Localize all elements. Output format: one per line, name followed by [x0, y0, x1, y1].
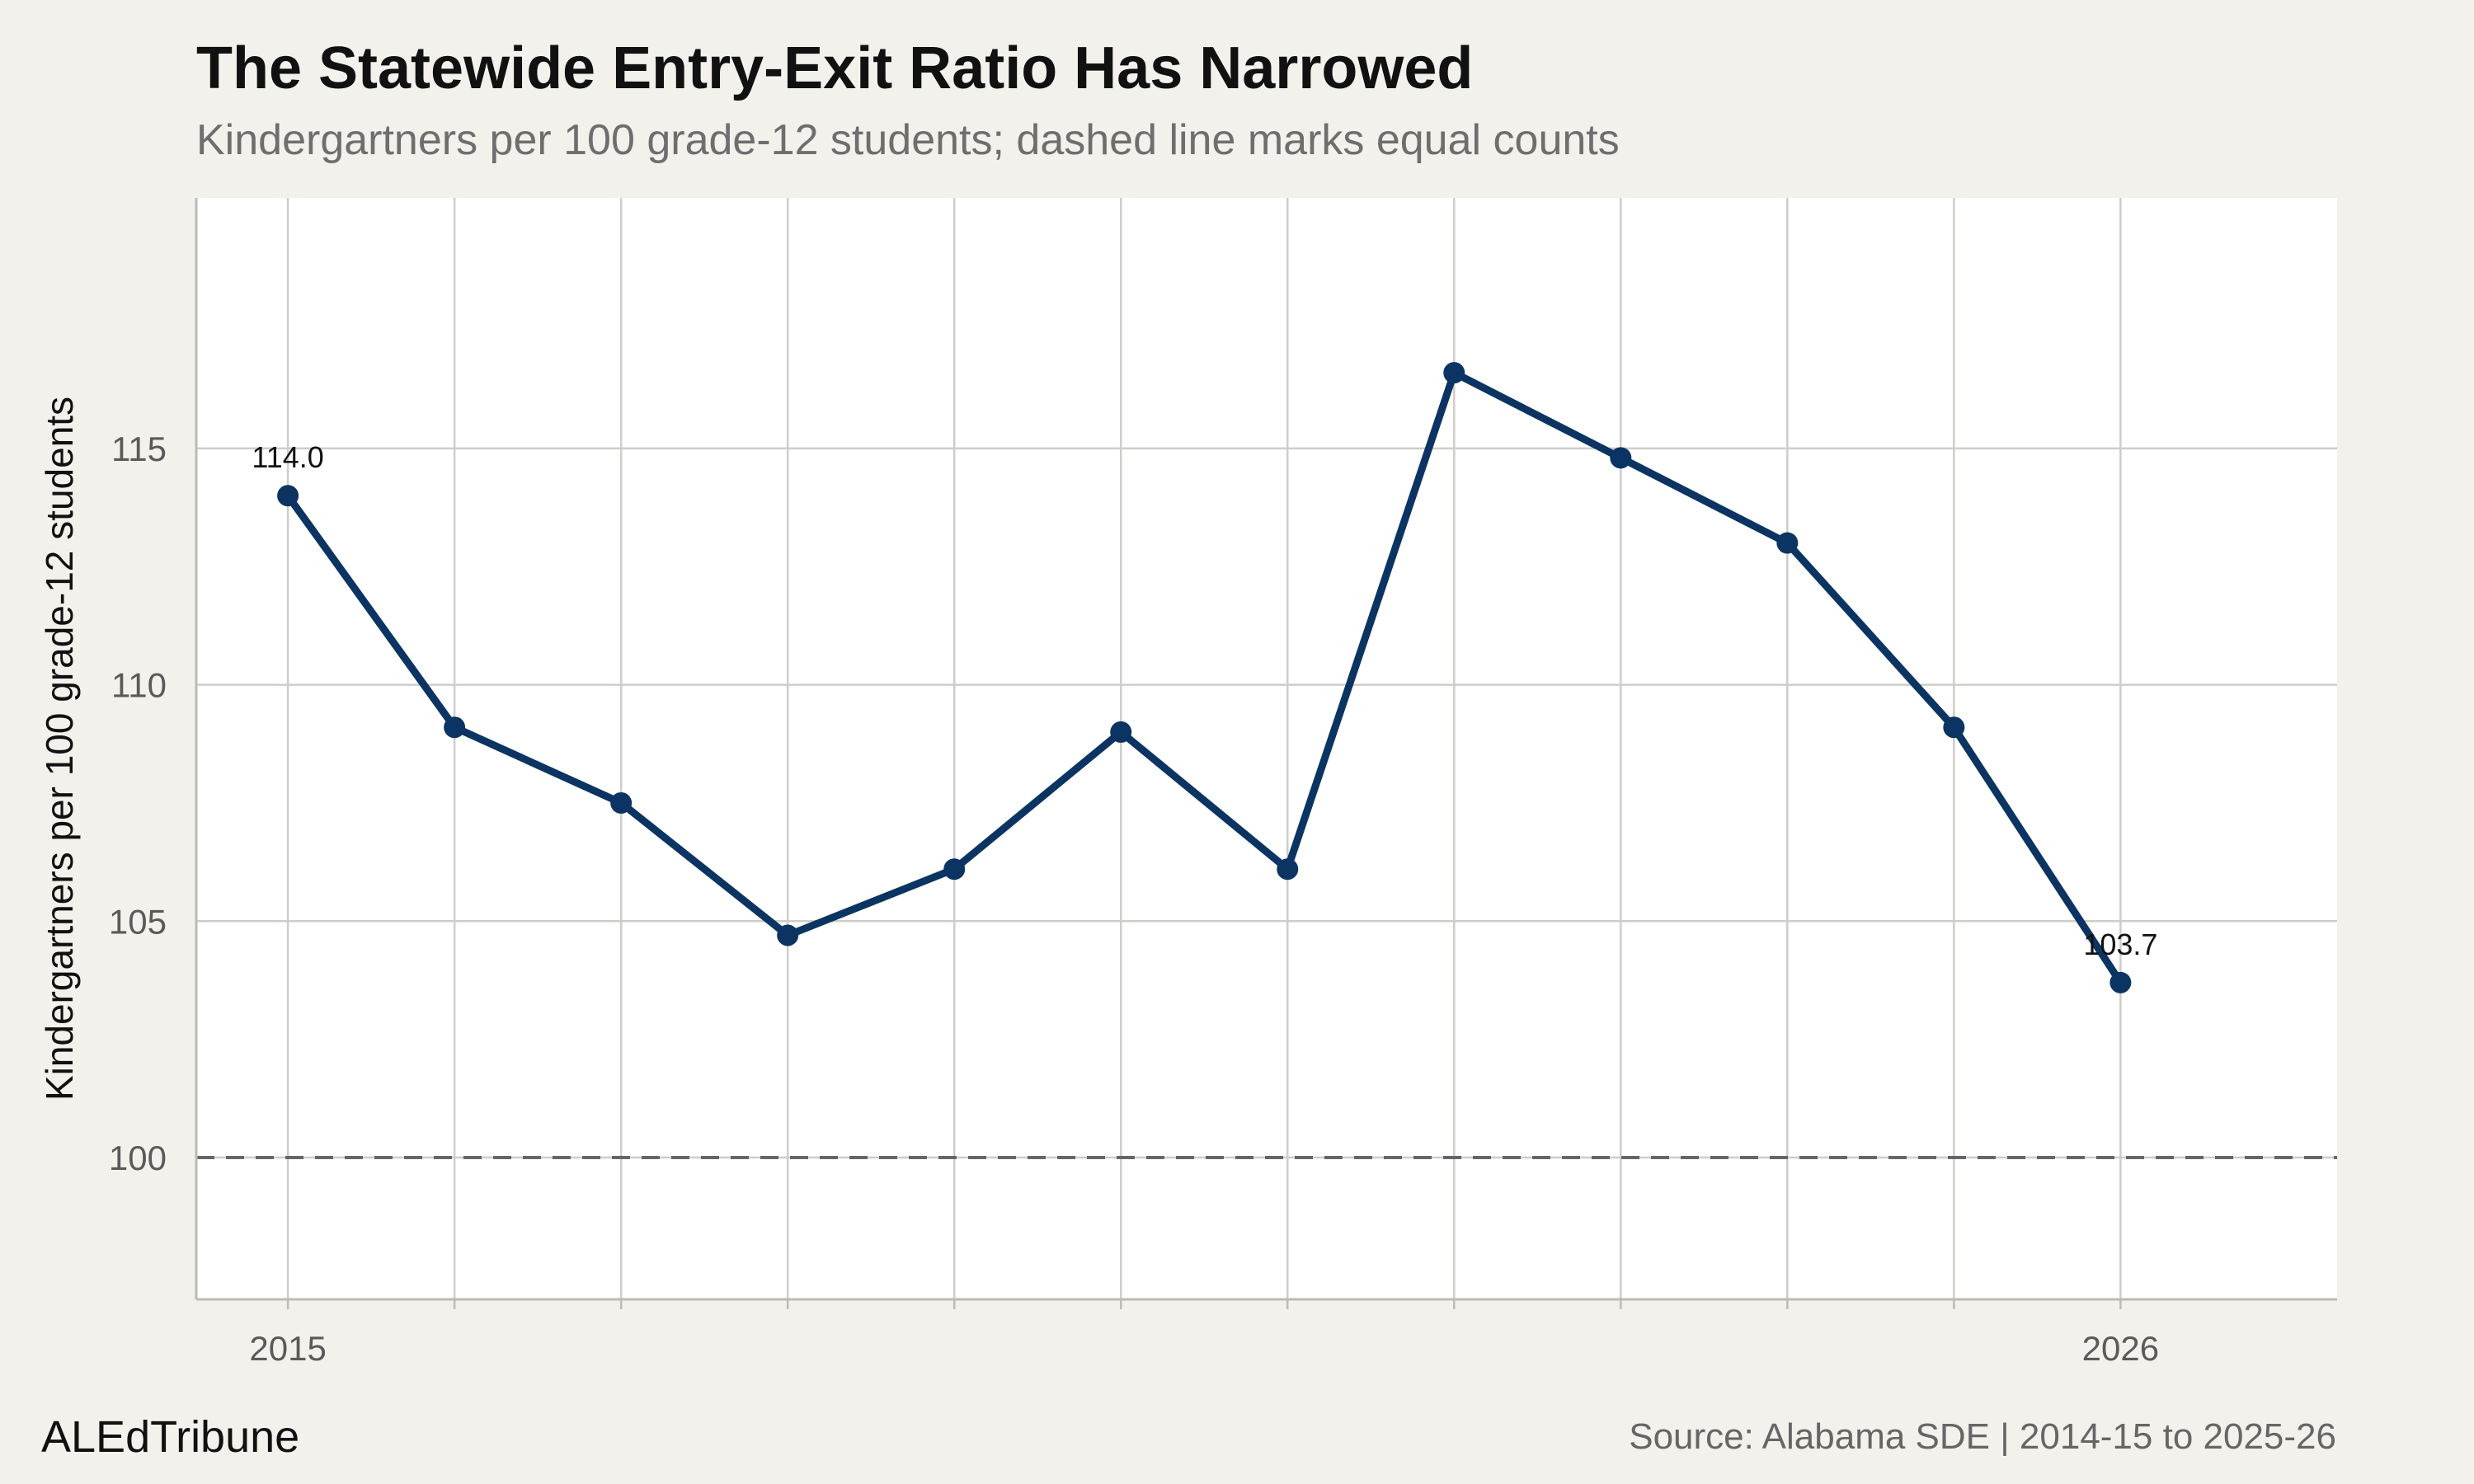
- data-point: [1943, 716, 1965, 739]
- brand-label: ALEdTribune: [41, 1412, 300, 1462]
- data-point: [1443, 362, 1465, 384]
- y-axis-title: Kindergartners per 100 grade-12 students: [38, 397, 81, 1101]
- x-tick-label: 2026: [2082, 1329, 2159, 1368]
- data-point: [1110, 721, 1132, 743]
- x-gridlines: [286, 198, 2122, 1299]
- data-labels: 114.0 103.7: [252, 440, 2157, 961]
- series-points: [277, 362, 2132, 993]
- data-label: 103.7: [2083, 928, 2157, 961]
- y-tick-label: 115: [111, 430, 167, 468]
- data-label: 114.0: [252, 440, 323, 474]
- chart-title: The Statewide Entry-Exit Ratio Has Narro…: [196, 35, 1474, 101]
- data-point: [1277, 858, 1299, 881]
- y-tick-label: 100: [109, 1139, 167, 1177]
- y-tick-label: 105: [109, 902, 167, 941]
- y-tick-label: 110: [111, 666, 167, 705]
- data-point: [943, 858, 966, 881]
- x-tick-label: 2015: [249, 1329, 326, 1368]
- y-axis-tick-labels: 100 105 110 115: [109, 430, 167, 1177]
- x-axis-tick-labels: 2015 2026: [249, 1329, 2159, 1368]
- source-label: Source: Alabama SDE | 2014-15 to 2025-26: [1629, 1416, 2336, 1457]
- data-point: [610, 791, 633, 814]
- data-point: [1610, 447, 1632, 469]
- data-point: [777, 924, 799, 946]
- x-axis-ticks: [286, 1299, 2122, 1309]
- data-point: [1776, 532, 1799, 554]
- data-point: [2109, 971, 2132, 993]
- plot-panel: [196, 198, 2337, 1299]
- data-point: [444, 716, 466, 739]
- series-line: [284, 369, 2124, 987]
- data-point: [277, 485, 299, 507]
- chart-subtitle: Kindergartners per 100 grade-12 students…: [196, 116, 1620, 164]
